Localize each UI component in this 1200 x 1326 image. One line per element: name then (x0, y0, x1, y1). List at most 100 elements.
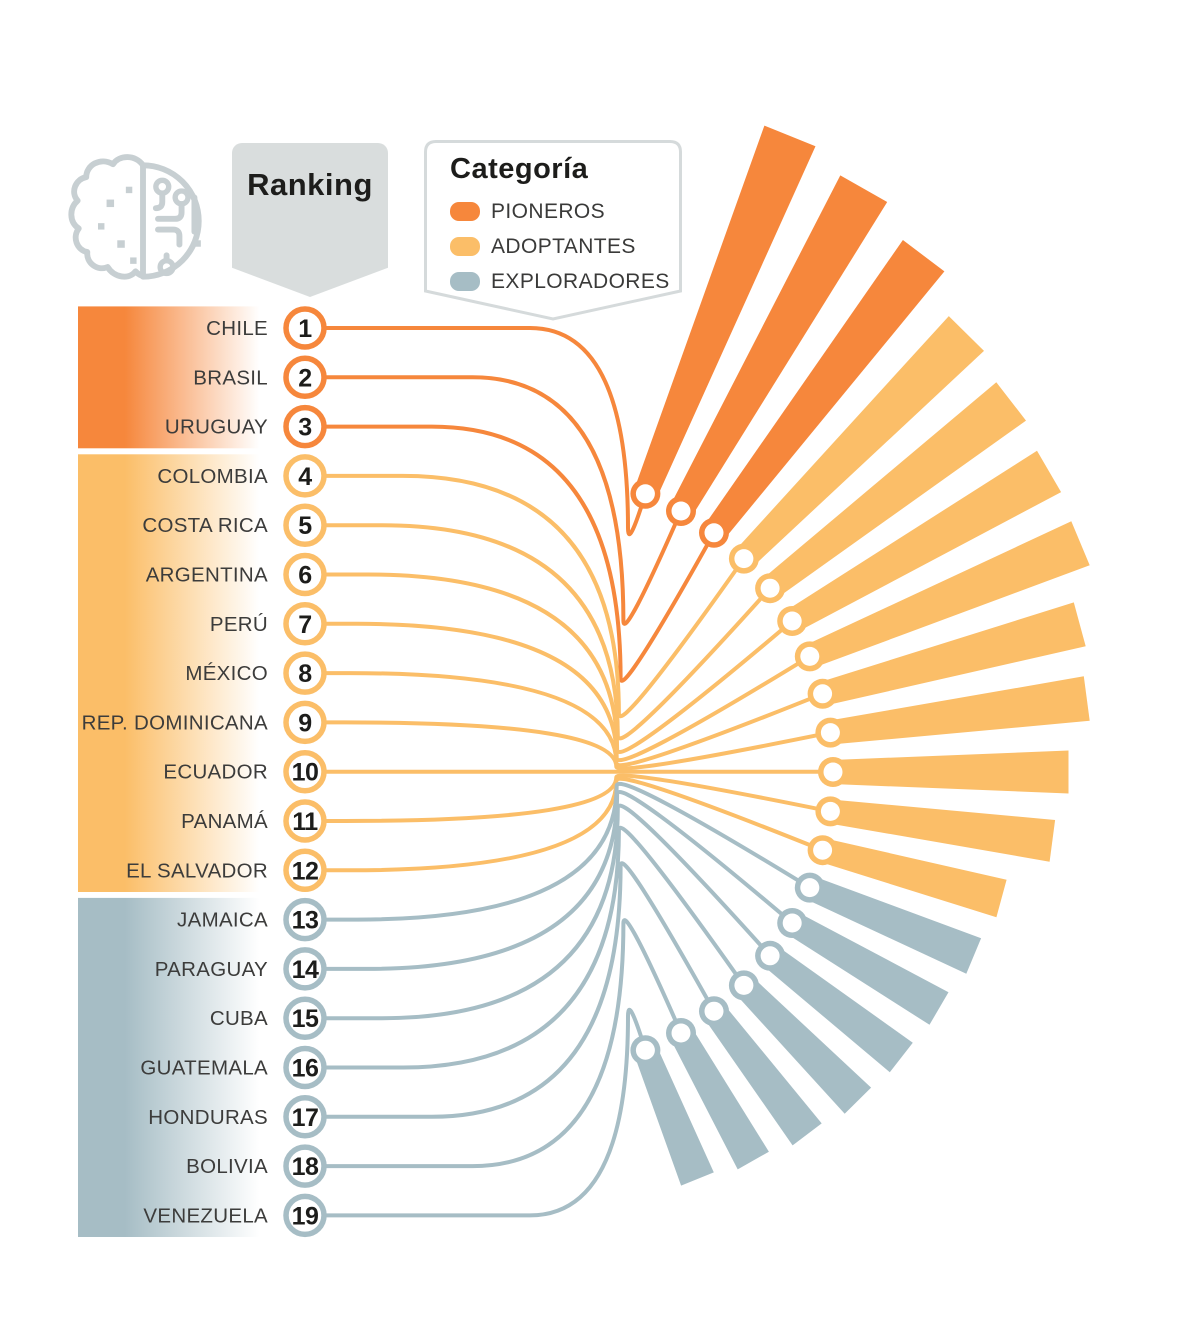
rank-circle (283, 306, 327, 350)
ranking-banner: Ranking (232, 143, 388, 297)
connector-line (324, 424, 716, 683)
rank-number: 19 (292, 1202, 319, 1230)
rank-number: 12 (292, 857, 319, 885)
rank-circle (283, 355, 327, 400)
country-label: URUGUAY (165, 416, 268, 439)
legend-item-pioneros: PIONEROS (450, 194, 670, 229)
pioneros-swatch-icon (450, 202, 480, 221)
bar-dot (800, 646, 820, 666)
connector-line (324, 523, 773, 741)
rank-number: 4 (298, 463, 312, 491)
country-label: PERÚ (210, 613, 268, 636)
rank-circle (283, 552, 327, 597)
country-label: VENEZUELA (143, 1204, 268, 1227)
legend-title: Categoría (450, 153, 589, 185)
legend-label: EXPLORADORES (491, 269, 670, 293)
connector-line (324, 671, 825, 768)
rank-number: 6 (298, 562, 311, 590)
country-label: COLOMBIA (157, 465, 268, 488)
bar-wedge (705, 1005, 822, 1146)
rank-circle (283, 897, 327, 942)
bar-dot (734, 975, 754, 995)
rank-circle (283, 454, 327, 498)
country-label: ECUADOR (163, 761, 268, 784)
country-label: HONDURAS (148, 1106, 268, 1129)
country-label: GUATEMALA (140, 1057, 268, 1080)
country-label: COSTA RICA (142, 514, 268, 537)
rank-number: 17 (292, 1104, 319, 1132)
category-band-pioneros (78, 306, 265, 449)
bar-dot (782, 913, 802, 933)
rank-number: 2 (298, 364, 311, 392)
rank-circle (283, 1045, 327, 1090)
rank-number: 9 (298, 709, 311, 737)
connector-line (324, 375, 683, 626)
country-label: BRASIL (193, 366, 268, 389)
bar-dot (635, 1040, 655, 1060)
rank-number: 18 (292, 1153, 319, 1181)
bar-dot (671, 1023, 691, 1043)
country-label: JAMAICA (177, 909, 268, 932)
legend-item-exploradores: EXPLORADORES (450, 264, 670, 299)
connector-line (324, 861, 716, 1119)
connector-line (324, 773, 833, 823)
connector-line (324, 720, 833, 771)
bar-dot (635, 484, 655, 504)
bar-wedge (830, 676, 1090, 745)
bar-dot (671, 501, 691, 521)
bar-dot (823, 762, 843, 782)
rank-number: 3 (298, 414, 311, 442)
rank-circle (283, 602, 327, 646)
rank-circle (283, 651, 327, 695)
bar-wedge (787, 450, 1062, 631)
bar-wedge (764, 947, 913, 1073)
bar-wedge (736, 316, 984, 566)
connector-line (324, 776, 825, 873)
bar-wedge (807, 521, 1090, 667)
bar-dot (760, 946, 780, 966)
connector-line (324, 803, 773, 1021)
connector-line (324, 326, 648, 536)
bar-dot (813, 840, 833, 860)
bar-dot (820, 801, 840, 821)
connector-line (324, 781, 812, 922)
legend-item-adoptantes: ADOPTANTES (450, 229, 670, 264)
category-band-adoptantes (78, 454, 265, 892)
bar-wedge (787, 913, 949, 1025)
bar-dot (800, 878, 820, 898)
rank-number: 10 (292, 759, 319, 787)
rank-circle (283, 848, 327, 893)
connector-line (324, 825, 746, 1070)
ranking-banner-title: Ranking (247, 167, 373, 202)
rank-number: 13 (292, 907, 319, 935)
rank-number: 8 (298, 660, 312, 688)
legend-background (424, 140, 682, 321)
bar-wedge (736, 978, 872, 1114)
connector-line (324, 621, 812, 763)
country-label: CHILE (206, 317, 268, 340)
connector-line (324, 572, 795, 754)
country-label: PANAMÁ (181, 810, 268, 833)
bar-dot (782, 611, 802, 631)
country-label: CUBA (210, 1007, 268, 1030)
bar-wedge (835, 750, 1069, 794)
rank-number: 11 (292, 808, 318, 836)
connector-line (324, 918, 683, 1169)
rank-number: 14 (292, 956, 319, 984)
rank-number: 7 (298, 611, 311, 639)
rank-circle (283, 1095, 327, 1139)
rank-circle (283, 947, 327, 991)
rank-circle (283, 503, 327, 547)
rank-number: 15 (292, 1005, 319, 1033)
country-label: BOLIVIA (186, 1155, 268, 1178)
rank-circle (283, 749, 327, 794)
adoptantes-swatch-icon (450, 237, 480, 256)
rank-number: 5 (298, 512, 312, 540)
rank-circle (283, 1193, 327, 1238)
bar-wedge (634, 125, 816, 497)
country-label: EL SALVADOR (126, 859, 268, 882)
rank-circle (283, 1144, 327, 1188)
country-label: MÉXICO (185, 662, 268, 685)
brain-circuit-icon (68, 154, 202, 280)
